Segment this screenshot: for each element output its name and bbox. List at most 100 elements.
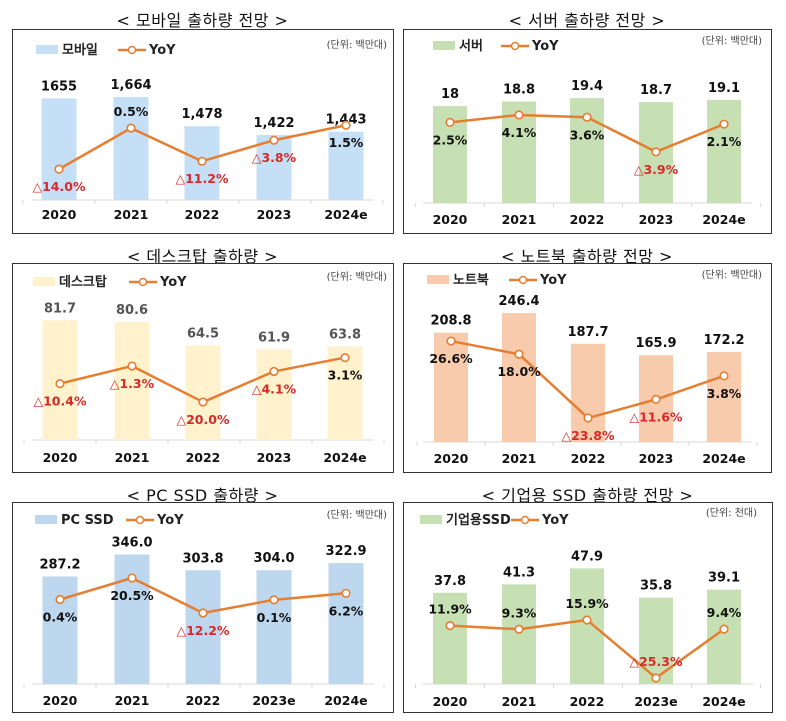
legend-line-marker-icon xyxy=(518,275,528,285)
x-tick-label: 2023 xyxy=(257,450,292,465)
x-tick-label: 2022 xyxy=(570,694,605,709)
legend-bar-label: 노트북 xyxy=(453,273,489,288)
yoy-value-label: 0.5% xyxy=(114,104,149,119)
x-tick-label: 2021 xyxy=(115,693,150,708)
bar-2022 xyxy=(185,345,221,440)
yoy-point-2022 xyxy=(198,608,208,618)
x-tick-label: 2021 xyxy=(502,451,537,466)
bar-value-label: 346.0 xyxy=(111,535,152,550)
yoy-value-label: 3.1% xyxy=(328,368,363,383)
bar-value-label: 64.5 xyxy=(187,326,219,341)
chart-title-enterprise-ssd: < 기업용 SSD 출하량 전망 > xyxy=(481,486,694,505)
yoy-value-label: △12.2% xyxy=(177,623,230,638)
yoy-value-label: 0.1% xyxy=(257,610,292,625)
yoy-value-label: △3.9% xyxy=(634,162,679,177)
legend-bar-label: PC SSD xyxy=(61,513,114,528)
legend-line-label: YoY xyxy=(148,43,176,58)
legend-line-label: YoY xyxy=(541,513,569,528)
yoy-point-2023 xyxy=(651,394,661,404)
bar-value-label: 37.8 xyxy=(434,574,466,589)
x-tick-label: 2020 xyxy=(43,693,78,708)
bar-value-label: 322.9 xyxy=(325,544,366,559)
bar-2020 xyxy=(41,98,77,200)
bar-value-label: 63.8 xyxy=(329,327,361,342)
yoy-value-label: △20.0% xyxy=(177,412,230,427)
yoy-point-2021 xyxy=(127,361,137,371)
legend-line-label: YoY xyxy=(156,513,184,528)
x-tick-label: 2020 xyxy=(42,207,77,222)
unit-label: (단위: 백만대) xyxy=(327,508,387,521)
yoy-point-2020 xyxy=(445,117,455,127)
chart-title-mobile: < 모바일 출하량 전망 > xyxy=(116,11,289,30)
yoy-point-2020 xyxy=(54,164,64,174)
chart-laptop: 노트북 YoY (단위: 백만대) 208.8 246.4 187.7 165.9 172.2… xyxy=(416,268,762,466)
x-tick-label: 2023e xyxy=(634,694,677,709)
yoy-point-2023 xyxy=(269,366,279,377)
bar-value-label: 81.7 xyxy=(44,301,76,316)
yoy-point-2023 xyxy=(269,135,279,145)
yoy-value-label: 4.1% xyxy=(502,125,537,140)
bar-value-label: 1,422 xyxy=(253,116,294,131)
bar-value-label: 39.1 xyxy=(708,571,740,586)
bar-value-label: 47.9 xyxy=(571,549,603,564)
bar-value-label: 187.7 xyxy=(567,325,608,340)
yoy-value-label: △3.8% xyxy=(252,150,297,165)
x-tick-label: 2024e xyxy=(702,212,745,227)
x-tick-label: 2024e xyxy=(702,694,745,709)
bar-2021 xyxy=(114,321,150,440)
unit-label: (단위: 백만대) xyxy=(327,270,387,283)
x-tick-label: 2024e xyxy=(324,207,367,222)
bar-value-label: 208.8 xyxy=(430,314,471,329)
yoy-point-2022 xyxy=(198,397,208,407)
bar-2023 xyxy=(256,135,292,200)
legend-bar-swatch xyxy=(36,45,58,54)
yoy-value-label: 3.8% xyxy=(707,386,742,401)
legend-bar-label: 데스크탑 xyxy=(59,275,107,290)
yoy-value-label: 20.5% xyxy=(110,588,154,603)
chart-title-pc-ssd: < PC SSD 출하량 > xyxy=(126,486,279,505)
x-tick-label: 2020 xyxy=(434,451,469,466)
yoy-point-2022 xyxy=(197,156,207,166)
yoy-value-label: △11.6% xyxy=(630,409,683,424)
x-tick-label: 2022 xyxy=(571,451,606,466)
yoy-point-2023e xyxy=(651,673,661,683)
yoy-value-label: 9.3% xyxy=(502,605,537,620)
legend-bar-label: 기업용SSD xyxy=(446,512,511,528)
chart-mobile: 모바일 YoY (단위: 백만대) 1655 1,664 1,478 1,422 1,443 △… xyxy=(22,38,387,222)
yoy-point-2020 xyxy=(445,621,455,631)
x-tick-label: 2020 xyxy=(433,694,468,709)
yoy-point-2024e xyxy=(341,120,351,130)
legend-line-label: YoY xyxy=(159,275,187,290)
bar-2022 xyxy=(570,568,604,684)
bar-2024e xyxy=(328,563,364,684)
bar-value-label: 287.2 xyxy=(39,557,80,572)
yoy-value-label: △4.1% xyxy=(252,381,297,396)
chart-enterprise-ssd: 기업용SSD YoY (단위: 천대) 37.8 41.3 47.9 35.8 39.1 11.… xyxy=(415,506,761,709)
bar-2020 xyxy=(433,592,467,684)
bar-2020 xyxy=(42,576,78,684)
legend-line-marker-icon xyxy=(138,277,148,287)
x-tick-label: 2022 xyxy=(570,212,605,227)
yoy-point-2024e xyxy=(719,371,729,381)
bar-value-label: 35.8 xyxy=(640,579,672,594)
yoy-point-2021 xyxy=(514,349,524,359)
x-tick-label: 2023 xyxy=(257,207,292,222)
yoy-point-2024e xyxy=(719,119,729,129)
chart-desktop: 데스크탑 YoY (단위: 백만대) 81.7 80.6 64.5 61.9 63.8 △10.… xyxy=(23,270,387,465)
bar-2021 xyxy=(502,584,536,684)
x-tick-label: 2021 xyxy=(114,207,149,222)
yoy-value-label: △11.2% xyxy=(176,171,229,186)
legend-bar-swatch xyxy=(420,515,442,524)
bar-value-label: 1,443 xyxy=(325,113,366,128)
yoy-point-2023 xyxy=(651,147,661,157)
legend-line-marker-icon xyxy=(135,515,145,525)
yoy-point-2021 xyxy=(514,110,524,120)
bar-value-label: 19.4 xyxy=(571,79,603,94)
yoy-point-2024e xyxy=(340,352,350,363)
yoy-value-label: 0.4% xyxy=(43,610,78,625)
bar-2020 xyxy=(434,332,468,442)
bar-value-label: 246.4 xyxy=(498,294,539,309)
yoy-value-label: △25.3% xyxy=(630,654,683,669)
yoy-value-label: 11.9% xyxy=(428,602,472,617)
